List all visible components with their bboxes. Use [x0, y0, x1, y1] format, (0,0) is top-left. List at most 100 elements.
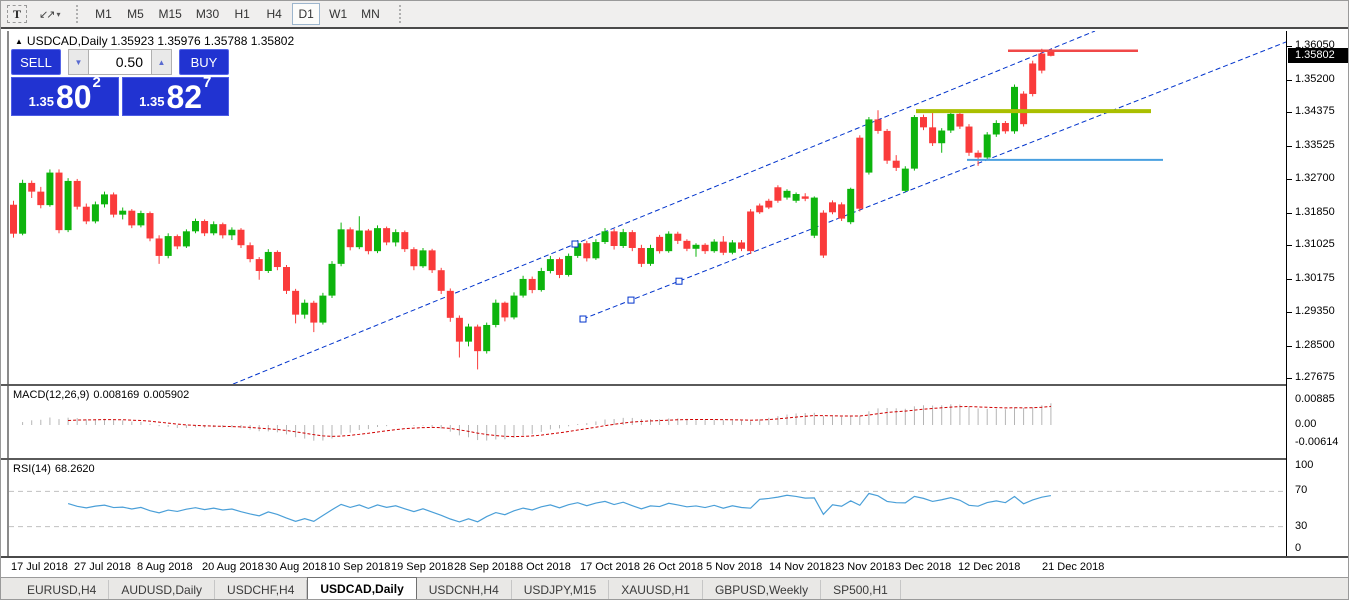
date-label: 3 Dec 2018: [895, 561, 952, 573]
date-label: 19 Sep 2018: [391, 561, 454, 573]
date-label: 23 Nov 2018: [832, 561, 895, 573]
price-tick-dash: [1287, 378, 1292, 380]
candle-body: [738, 242, 745, 249]
candle-body: [883, 130, 891, 161]
candle-body: [856, 137, 864, 209]
date-label: 5 Nov 2018: [706, 561, 763, 573]
timeframe-d1[interactable]: D1: [292, 3, 321, 25]
candle-body: [674, 233, 682, 241]
price-axis[interactable]: 1.35802 1.36050 1.35200 1.34375 1.33525 1.32…: [1286, 31, 1348, 556]
chart-left-border: [7, 31, 9, 577]
candle-body: [1047, 51, 1055, 56]
candle-body: [774, 187, 782, 201]
rsi-panel[interactable]: [9, 460, 1286, 556]
candle-body: [319, 295, 327, 323]
candle-body: [956, 113, 964, 127]
tab-sp500-h1[interactable]: SP500,H1: [821, 580, 901, 599]
channel-lower[interactable]: [582, 40, 1286, 320]
price-tick-dash: [1287, 345, 1292, 347]
timeframe-m15[interactable]: M15: [158, 7, 182, 21]
timeframe-m1[interactable]: M1: [95, 7, 112, 21]
tab-usdchf-h4[interactable]: USDCHF,H4: [215, 580, 308, 599]
sell-button[interactable]: SELL: [11, 49, 61, 75]
buy-price-box[interactable]: 1.35 82 7: [121, 74, 229, 116]
candle-body: [810, 197, 818, 236]
candle-body: [501, 302, 509, 318]
sell-price-big: 80: [55, 79, 92, 115]
tab-audusd-daily[interactable]: AUDUSD,Daily: [109, 580, 216, 599]
date-label: 14 Nov 2018: [769, 561, 832, 573]
text-tool-button[interactable]: T: [7, 5, 28, 23]
tab-xauusd-h1[interactable]: XAUUSD,H1: [609, 580, 703, 599]
candle-body: [410, 249, 418, 267]
candle-body: [747, 211, 755, 252]
channel-lower-handle[interactable]: [627, 296, 635, 304]
candle-body: [37, 191, 45, 206]
candle-body: [619, 232, 627, 246]
date-label: 12 Dec 2018: [958, 561, 1021, 573]
sell-price-box[interactable]: 1.35 80 2: [11, 74, 119, 116]
buy-button[interactable]: BUY: [179, 49, 229, 75]
timeframe-m5[interactable]: M5: [127, 7, 144, 21]
toolbar-grip-2[interactable]: [398, 5, 404, 23]
price-tick-dash: [1287, 245, 1292, 247]
price-tick-dash: [1287, 79, 1292, 81]
candle-body: [701, 244, 709, 252]
candle-body: [728, 242, 736, 253]
timeframe-m30[interactable]: M30: [195, 7, 220, 21]
price-tick-dash: [1287, 46, 1292, 47]
candle-body: [201, 221, 209, 234]
toolbar-grip[interactable]: [76, 5, 81, 23]
candle-body: [301, 302, 309, 315]
top-toolbar: T ↙↗ ▾ M1 M5 M15 M30 H1 H4 D1 W1 MN: [1, 1, 1348, 29]
candle-body: [692, 244, 700, 249]
candle-body: [28, 182, 36, 192]
timeframe-w1[interactable]: W1: [329, 7, 348, 21]
timeframe-h1[interactable]: H1: [234, 7, 250, 21]
candle-body: [346, 229, 354, 248]
date-label: 8 Aug 2018: [137, 561, 193, 573]
candle-body: [719, 241, 727, 253]
channel-lower-handle[interactable]: [579, 315, 587, 323]
arrange-charts-button[interactable]: ↙↗ ▾: [33, 3, 66, 25]
candle-body: [756, 205, 764, 213]
candle-body: [838, 204, 846, 219]
channel-upper[interactable]: [232, 31, 1096, 384]
candle-body: [574, 243, 582, 256]
channel-upper-handle[interactable]: [571, 240, 579, 248]
tab-usdcnh-h4[interactable]: USDCNH,H4: [417, 580, 512, 599]
volume-down-button[interactable]: ▼: [68, 49, 89, 75]
channel-lower-handle[interactable]: [675, 277, 683, 285]
tab-usdcad-daily[interactable]: USDCAD,Daily: [307, 577, 417, 599]
date-axis[interactable]: 17 Jul 2018 27 Jul 2018 8 Aug 2018 20 Aug 2…: [1, 556, 1348, 577]
date-label: 8 Oct 2018: [517, 561, 571, 573]
timeframe-h4[interactable]: H4: [266, 7, 282, 21]
candle-body: [146, 213, 154, 239]
candle-body: [583, 243, 591, 259]
candle-body: [992, 122, 1000, 135]
volume-input[interactable]: 0.50: [89, 49, 151, 75]
rsi-axis-label: 0: [1295, 542, 1302, 554]
tab-eurusd-h4[interactable]: EURUSD,H4: [15, 580, 110, 599]
price-tick-label: 1.30175: [1295, 272, 1335, 285]
collapse-triangle-icon[interactable]: ▲: [15, 37, 23, 46]
candle-body: [637, 247, 645, 264]
price-tick-dash: [1287, 311, 1292, 313]
date-label: 17 Oct 2018: [580, 561, 640, 573]
macd-panel[interactable]: [9, 386, 1286, 458]
candle-body: [528, 278, 536, 291]
candle-body: [46, 172, 54, 206]
price-tick-dash: [1287, 146, 1292, 148]
candle-body: [355, 230, 363, 248]
timeframe-mn[interactable]: MN: [361, 7, 380, 21]
volume-up-button[interactable]: ▲: [151, 49, 172, 75]
panel-separator-2[interactable]: [1, 458, 1348, 460]
candle-body: [446, 290, 454, 318]
candle-body: [137, 213, 145, 226]
candle-body: [983, 134, 991, 158]
candle-body: [1001, 122, 1009, 132]
tab-gbpusd-weekly[interactable]: GBPUSD,Weekly: [703, 580, 822, 599]
tab-usdjpy-m15[interactable]: USDJPY,M15: [512, 580, 610, 599]
panel-separator[interactable]: [1, 384, 1348, 386]
candle-body: [865, 119, 873, 173]
